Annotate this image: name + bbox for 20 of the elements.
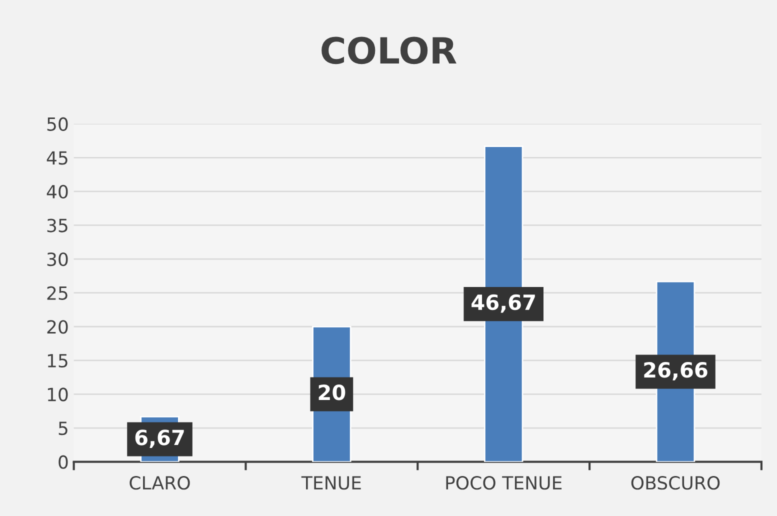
data-label: 20 xyxy=(318,384,346,400)
x-tick-label: POCO TENUE xyxy=(446,476,562,490)
data-label: 46,67 xyxy=(472,294,535,313)
y-tick-label: 10 xyxy=(48,388,68,402)
x-tick-label: OBSCURO xyxy=(631,476,720,490)
y-tick-label: 0 xyxy=(58,455,68,469)
x-tick-label: TENUE xyxy=(301,476,361,490)
data-label: 26,66 xyxy=(644,362,708,380)
chart-title: COLOR xyxy=(322,36,456,64)
y-tick-label: 50 xyxy=(47,117,68,131)
y-tick-label: 20 xyxy=(47,320,68,334)
y-tick-label: 25 xyxy=(47,286,68,300)
y-tick-label: 45 xyxy=(46,151,68,165)
x-tick-label: CLARO xyxy=(130,476,190,490)
y-tick-label: 5 xyxy=(58,422,68,436)
y-tick-label: 30 xyxy=(47,252,68,266)
y-tick-label: 35 xyxy=(47,218,68,232)
y-tick-label: 15 xyxy=(48,354,68,368)
data-label: 6,67 xyxy=(135,430,184,448)
y-tick-label: 40 xyxy=(46,184,68,199)
